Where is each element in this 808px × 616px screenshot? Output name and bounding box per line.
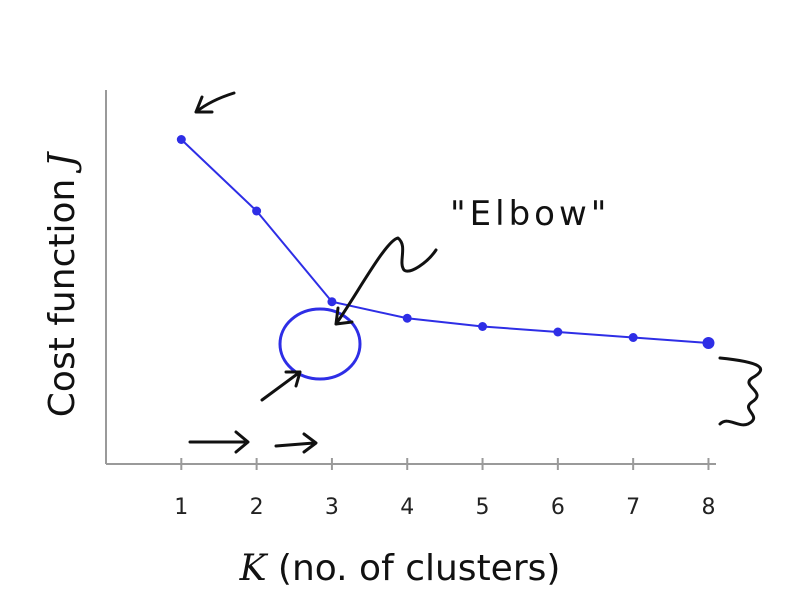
elbow-pointer-arrow (334, 236, 438, 326)
elbow-tick-mark (260, 370, 302, 402)
x-tick-label-1: 1 (174, 495, 188, 520)
x-tick-label-3: 3 (325, 495, 339, 520)
k1-arrow (194, 91, 236, 114)
data-point-k5 (478, 322, 488, 331)
x-tick-labels: 1 2 3 4 5 6 7 8 (174, 495, 715, 520)
x-ticks (180, 458, 710, 470)
x-tick-label-4: 4 (400, 495, 414, 520)
x-tick-label-7: 7 (626, 495, 640, 520)
x-axis-title: K (no. of clusters) (239, 548, 561, 589)
data-point-k3 (327, 297, 337, 307)
data-point-k8 (702, 337, 715, 349)
data-point-k2 (252, 206, 262, 216)
data-points (176, 135, 715, 349)
data-point-k4 (402, 313, 412, 323)
elbow-circle (278, 307, 362, 381)
elbow-annotation: "Elbow" (450, 194, 610, 234)
scan-arrow-1 (188, 430, 250, 454)
squiggle-mark (718, 356, 763, 427)
data-point-k7 (628, 333, 638, 342)
data-point-k1 (176, 135, 186, 144)
x-tick-label-2: 2 (250, 495, 264, 520)
data-point-k6 (553, 327, 563, 337)
x-tick-label-8: 8 (701, 495, 715, 520)
series-line (180, 138, 709, 344)
y-axis-title: Cost function J (42, 150, 83, 417)
scan-arrow-2 (274, 432, 318, 454)
x-tick-label-6: 6 (551, 495, 565, 520)
x-tick-label-5: 5 (476, 495, 490, 520)
